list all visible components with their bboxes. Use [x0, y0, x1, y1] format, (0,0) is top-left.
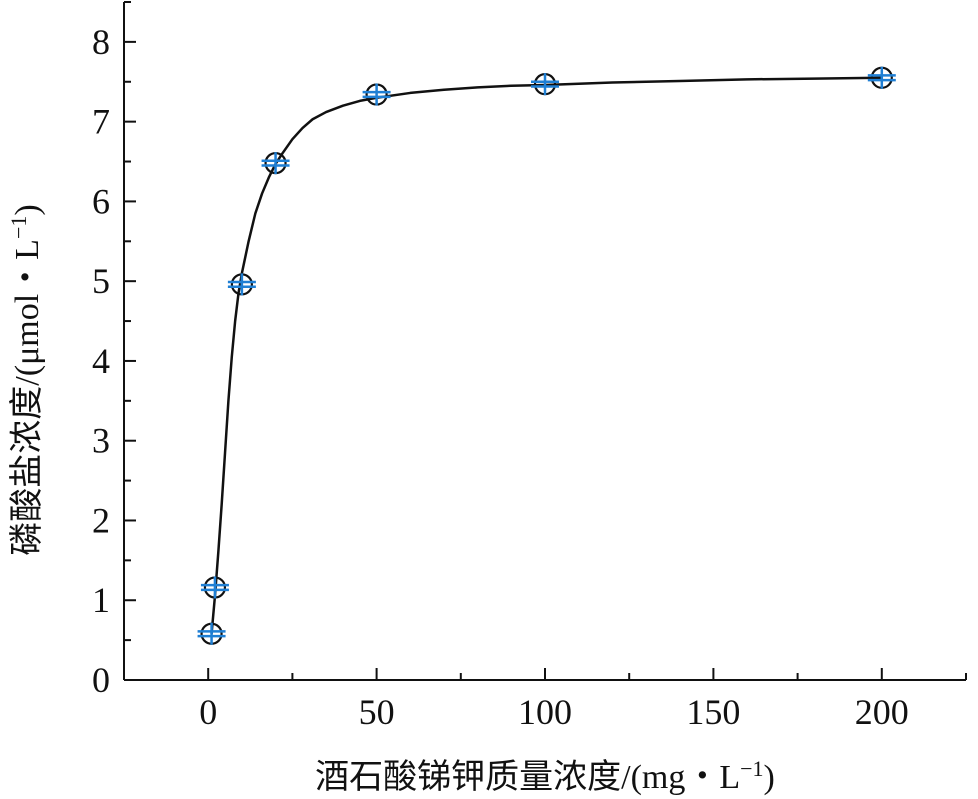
- x-tick-label: 200: [855, 692, 909, 732]
- data-point: [261, 152, 290, 175]
- x-tick-label: 0: [199, 692, 217, 732]
- data-point: [362, 83, 391, 106]
- data-point: [531, 73, 559, 96]
- x-axis: 0 50 100 150 200: [124, 668, 967, 732]
- x-tick-label: 150: [686, 692, 740, 732]
- fit-curve: [210, 76, 882, 634]
- y-tick-label: 5: [92, 261, 110, 301]
- y-tick-label: 4: [92, 341, 110, 381]
- y-tick-label: 1: [92, 580, 110, 620]
- x-tick-label: 50: [359, 692, 395, 732]
- y-tick-label: 2: [92, 500, 110, 540]
- y-tick-label: 6: [92, 181, 110, 221]
- data-point: [227, 273, 256, 296]
- y-tick-label: 7: [92, 102, 110, 142]
- y-axis: 0 1 2 3 4 5 6 7 8: [92, 1, 136, 700]
- y-tick-label: 3: [92, 421, 110, 461]
- data-point: [867, 66, 896, 89]
- y-tick-label: 8: [92, 22, 110, 62]
- y-tick-label: 0: [92, 660, 110, 700]
- data-point: [200, 576, 229, 599]
- data-points-layer: [197, 66, 896, 645]
- fit-curve-layer: [210, 76, 882, 634]
- data-point: [197, 622, 226, 645]
- x-axis-label: 酒石酸锑钾质量浓度/(mg・L−1): [315, 756, 775, 797]
- y-axis-label: 磷酸盐浓度/(μmol・L−1): [6, 204, 47, 555]
- x-tick-label: 100: [518, 692, 572, 732]
